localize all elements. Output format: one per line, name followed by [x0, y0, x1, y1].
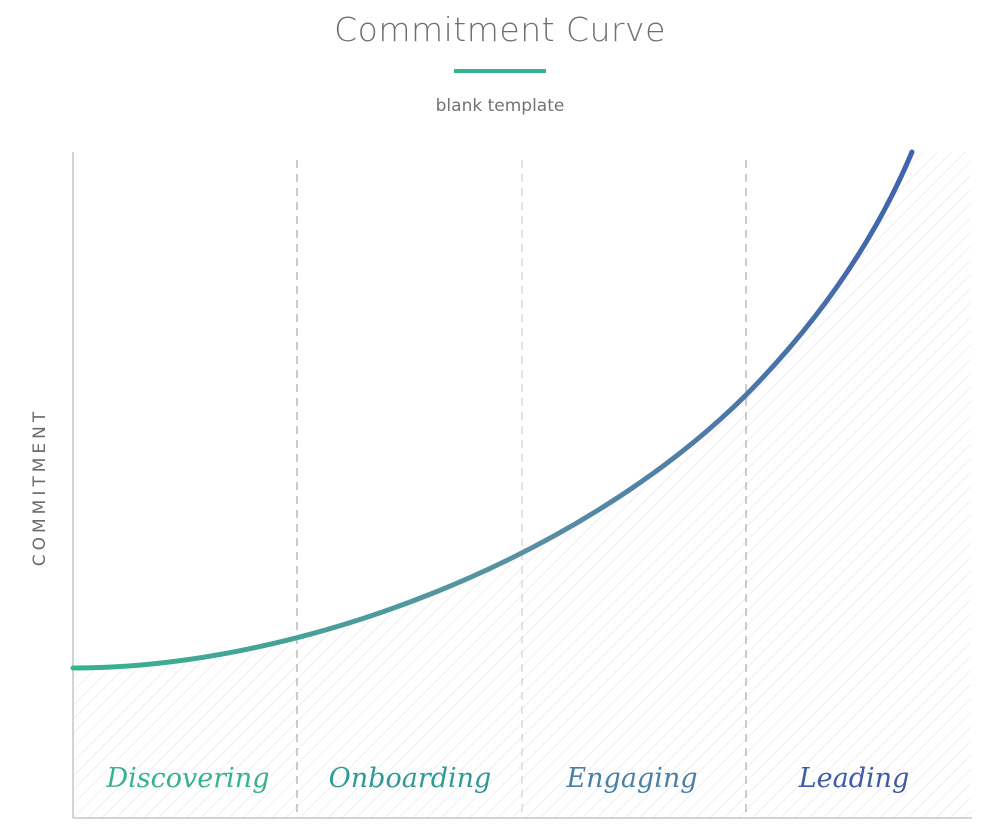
- page-subtitle: blank template: [435, 96, 565, 116]
- stage-label-leading: Leading: [798, 763, 910, 794]
- commitment-curve: [70, 149, 915, 671]
- page-title: Commitment Curve: [334, 10, 666, 49]
- stage-label-discovering: Discovering: [106, 763, 270, 794]
- title-underline: [454, 69, 546, 73]
- stage-label-engaging: Engaging: [565, 763, 697, 794]
- stage-label-onboarding: Onboarding: [329, 763, 492, 794]
